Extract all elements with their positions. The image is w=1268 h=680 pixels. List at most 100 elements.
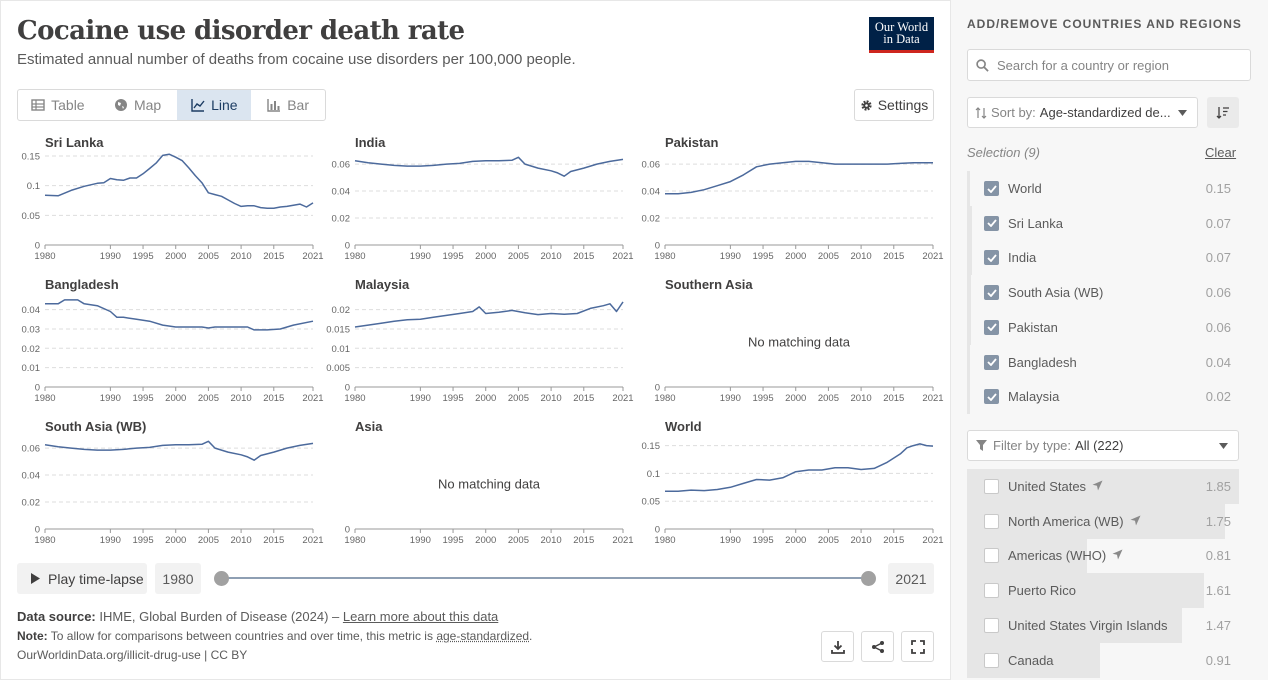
panel-title: Southern Asia bbox=[665, 277, 753, 292]
y-tick-label: 0.03 bbox=[22, 324, 41, 335]
owid-logo[interactable]: Our World in Data bbox=[869, 17, 934, 53]
entity-row[interactable]: United States 1.85 bbox=[967, 469, 1239, 504]
checkmark-icon bbox=[986, 393, 997, 401]
entity-row[interactable]: United States Virgin Islands 1.47 bbox=[967, 607, 1239, 643]
panel-heading: ADD/REMOVE COUNTRIES AND REGIONS bbox=[967, 17, 1242, 31]
panel-title: Sri Lanka bbox=[45, 135, 104, 150]
entity-checkbox[interactable] bbox=[984, 548, 999, 564]
location-arrow-icon bbox=[1130, 514, 1141, 529]
data-source: Data source: IHME, Global Burden of Dise… bbox=[17, 609, 498, 624]
source-url[interactable]: OurWorldinData.org/illicit-drug-use | CC… bbox=[17, 648, 248, 662]
no-data-message: No matching data bbox=[748, 335, 851, 350]
value-bar bbox=[967, 205, 973, 241]
entity-checkbox[interactable] bbox=[984, 215, 999, 231]
x-tick-label: 2015 bbox=[263, 393, 284, 404]
entity-row[interactable]: Bangladesh 0.04 bbox=[967, 344, 1239, 380]
entity-checkbox[interactable] bbox=[984, 583, 999, 599]
entity-row[interactable]: Pakistan 0.06 bbox=[967, 309, 1239, 345]
entity-value: 0.91 bbox=[1205, 652, 1231, 668]
download-button[interactable] bbox=[821, 631, 854, 662]
entity-checkbox[interactable] bbox=[984, 652, 999, 668]
y-tick-label: 0 bbox=[655, 383, 660, 394]
timeline-end-handle[interactable] bbox=[861, 571, 876, 586]
entity-row[interactable]: India 0.07 bbox=[967, 240, 1239, 276]
x-tick-label: 2010 bbox=[851, 251, 872, 262]
entity-checkbox[interactable] bbox=[984, 250, 999, 266]
y-tick-label: 0 bbox=[35, 241, 40, 252]
x-tick-label: 2005 bbox=[818, 251, 839, 262]
tab-table[interactable]: Table bbox=[18, 90, 98, 120]
value-bar bbox=[967, 607, 1182, 643]
entity-checkbox[interactable] bbox=[984, 354, 999, 370]
entity-row[interactable]: World 0.15 bbox=[967, 171, 1239, 206]
series-line bbox=[354, 156, 624, 177]
play-timelapse-button[interactable]: Play time-lapse bbox=[17, 563, 147, 594]
y-tick-label: 0.15 bbox=[22, 152, 41, 163]
checkmark-icon bbox=[986, 254, 997, 262]
value-bar bbox=[967, 309, 972, 345]
checkmark-icon bbox=[986, 184, 997, 193]
panel-title: Pakistan bbox=[665, 135, 719, 150]
y-tick-label: 0.015 bbox=[326, 324, 350, 335]
entity-value: 1.85 bbox=[1205, 479, 1231, 494]
x-tick-label: 2021 bbox=[612, 393, 633, 404]
learn-more-link[interactable]: Learn more about this data bbox=[342, 609, 499, 624]
entity-value: 0.07 bbox=[1205, 250, 1231, 266]
entity-row[interactable]: Americas (WHO) 0.81 bbox=[967, 538, 1239, 574]
x-tick-label: 2005 bbox=[818, 535, 839, 546]
panel-south-asia-wb-: South Asia (WB) 0 0.02 0.04 0.06 1980 1990 1995… bbox=[22, 419, 324, 546]
entity-checkbox[interactable] bbox=[984, 181, 999, 196]
entity-name: Sri Lanka bbox=[1008, 215, 1063, 231]
checkmark-icon bbox=[986, 289, 997, 297]
clear-selection-button[interactable]: Clear bbox=[1205, 145, 1237, 160]
entity-row[interactable]: Malaysia 0.02 bbox=[967, 379, 1239, 415]
x-tick-label: 2000 bbox=[475, 251, 496, 262]
entity-row[interactable]: Sri Lanka 0.07 bbox=[967, 205, 1239, 241]
age-standardized-link[interactable]: age-standardized bbox=[436, 629, 530, 643]
x-tick-label: 2010 bbox=[231, 393, 252, 404]
entity-row[interactable]: North America (WB) 1.75 bbox=[967, 503, 1239, 539]
entity-checkbox[interactable] bbox=[984, 389, 999, 405]
entity-checkbox[interactable] bbox=[984, 617, 999, 633]
entity-checkbox[interactable] bbox=[984, 513, 999, 529]
y-tick-label: 0.04 bbox=[642, 187, 661, 198]
panel-sri-lanka: Sri Lanka 0 0.05 0.1 0.15 1980 1990 1995 2000 200… bbox=[22, 135, 324, 262]
search-box[interactable] bbox=[967, 49, 1251, 81]
entity-checkbox[interactable] bbox=[984, 479, 999, 494]
x-tick-label: 1990 bbox=[410, 535, 431, 546]
y-tick-label: 0.04 bbox=[22, 305, 41, 316]
entity-name-wrap: World bbox=[1008, 181, 1042, 196]
entity-row[interactable]: Puerto Rico 1.61 bbox=[967, 573, 1239, 609]
tab-line[interactable]: Line bbox=[177, 90, 252, 120]
timeline-start-handle[interactable] bbox=[214, 571, 229, 586]
timeline-start-year[interactable]: 1980 bbox=[155, 563, 201, 594]
sort-arrows-icon bbox=[975, 106, 987, 119]
share-button[interactable] bbox=[861, 631, 894, 662]
entity-checkbox[interactable] bbox=[984, 285, 999, 301]
series-line bbox=[354, 301, 624, 328]
entity-row[interactable]: South Asia (WB) 0.06 bbox=[967, 275, 1239, 311]
entity-value: 1.47 bbox=[1205, 617, 1231, 633]
sort-dropdown[interactable]: Sort by: Age-standardized de... bbox=[967, 97, 1198, 128]
x-tick-label: 2021 bbox=[922, 535, 943, 546]
tab-map[interactable]: Map bbox=[98, 90, 178, 120]
logo-line-2: in Data bbox=[883, 32, 920, 46]
timeline-track[interactable] bbox=[221, 577, 868, 579]
sort-order-button[interactable] bbox=[1207, 97, 1239, 128]
x-tick-label: 1990 bbox=[720, 535, 741, 546]
tab-bar[interactable]: Bar bbox=[251, 90, 325, 120]
entity-row[interactable]: Canada 0.91 bbox=[967, 642, 1239, 678]
y-tick-label: 0.02 bbox=[332, 214, 351, 225]
x-tick-label: 1980 bbox=[344, 251, 365, 262]
entity-checkbox[interactable] bbox=[984, 319, 999, 335]
value-bar bbox=[967, 171, 970, 206]
panel-title: Malaysia bbox=[355, 277, 410, 292]
y-tick-label: 0 bbox=[345, 525, 350, 536]
timeline-end-year[interactable]: 2021 bbox=[888, 563, 934, 594]
search-input[interactable] bbox=[997, 57, 1237, 73]
filter-type-dropdown[interactable]: Filter by type: All (222) bbox=[967, 430, 1239, 461]
chart-note: Note: To allow for comparisons between c… bbox=[17, 629, 533, 643]
fullscreen-button[interactable] bbox=[901, 631, 934, 662]
settings-button[interactable]: Settings bbox=[854, 89, 934, 121]
